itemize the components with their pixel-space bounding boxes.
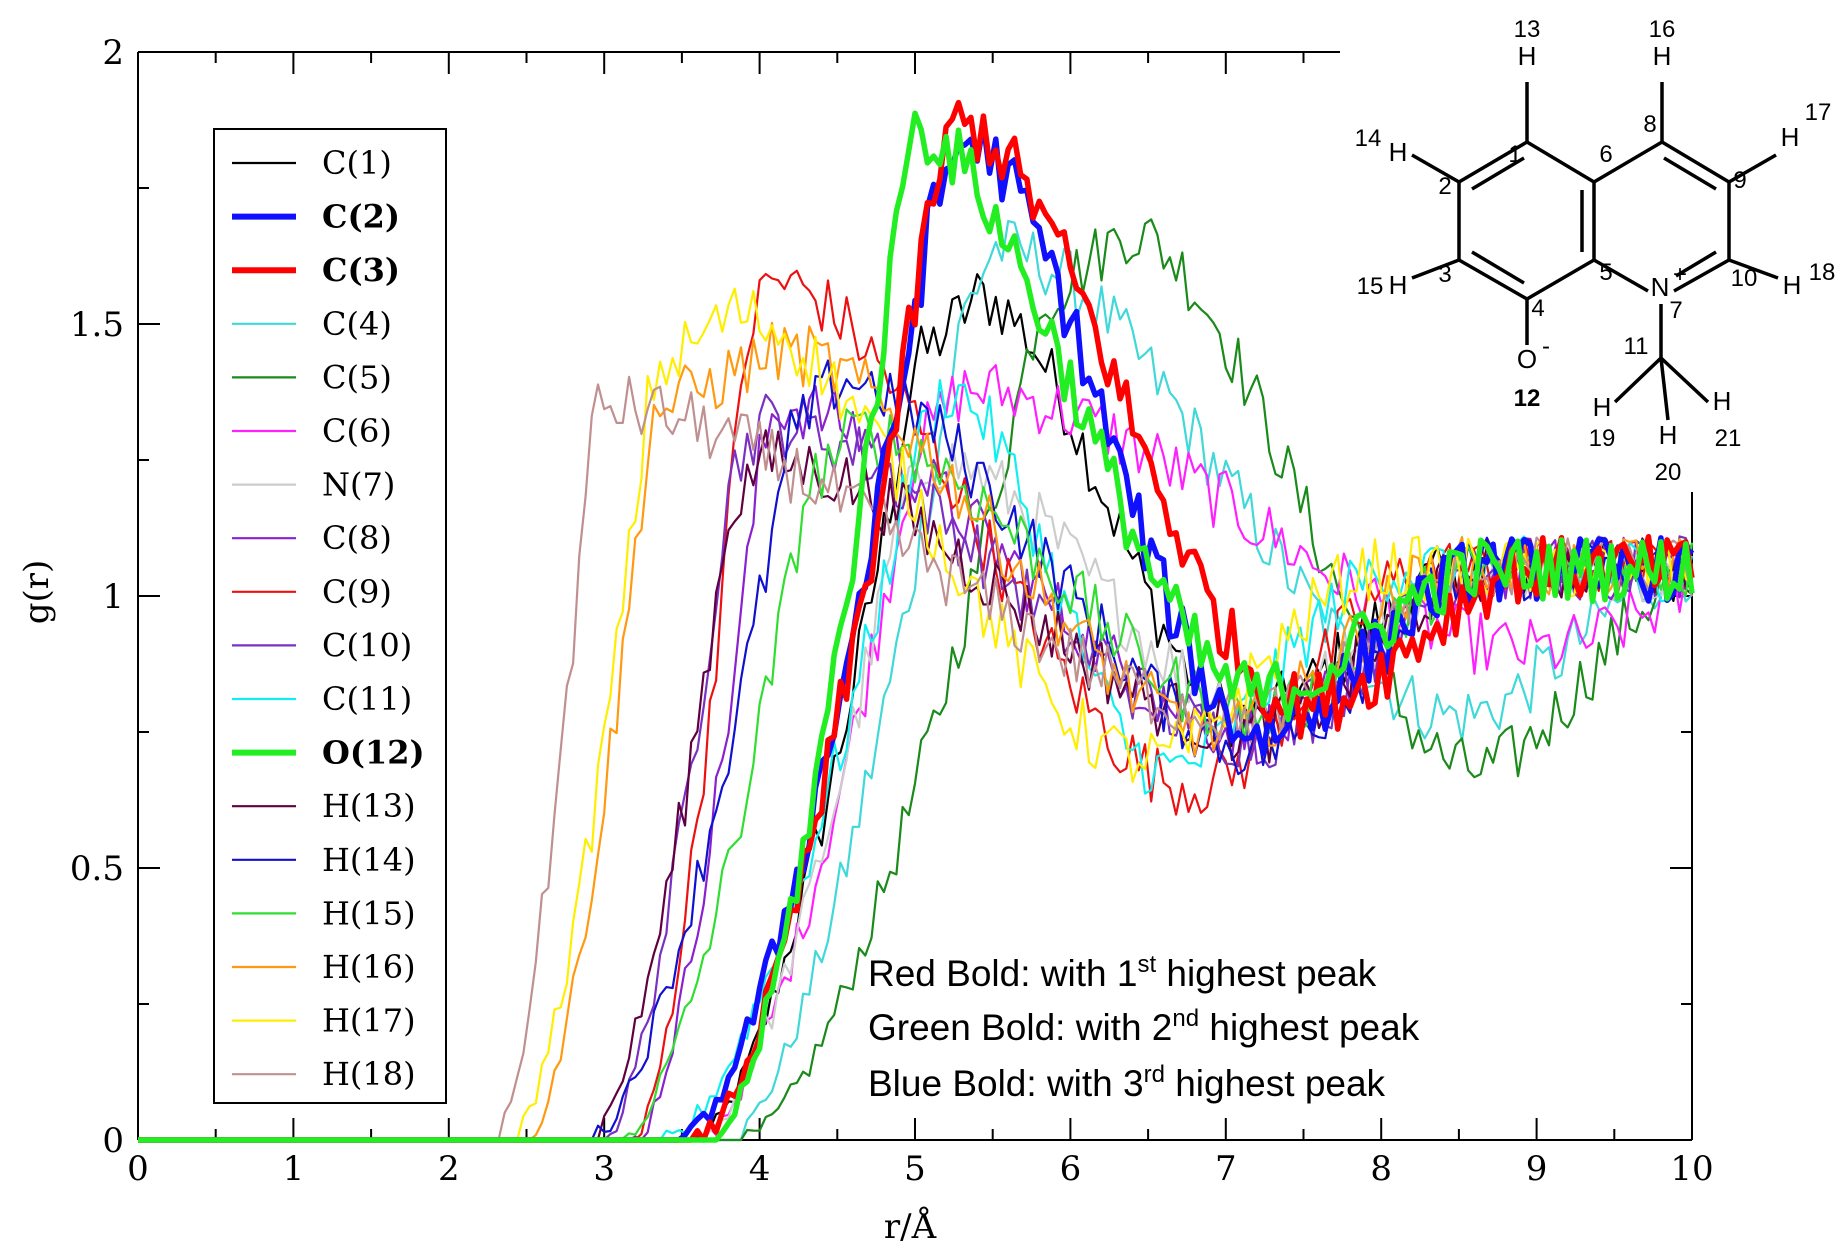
atom-h21: H bbox=[1713, 386, 1732, 416]
legend: C(1) C(2) C(3) C(4) C(5) C(6) N(7) C(8) C(9) C(10… bbox=[213, 128, 447, 1104]
atom-number-20: 20 bbox=[1655, 459, 1682, 486]
molecule-structure: H 13 H 16 H 14 H 17 H 15 H 18 1 2 3 4 5 … bbox=[1340, 0, 1842, 492]
atom-number-15: 15 bbox=[1357, 273, 1384, 300]
legend-label: H(13) bbox=[322, 787, 416, 825]
x-tick-label: 5 bbox=[904, 1149, 926, 1189]
nitrogen-charge: + bbox=[1673, 261, 1687, 288]
atom-number-8: 8 bbox=[1643, 111, 1656, 138]
atom-number-9: 9 bbox=[1733, 167, 1746, 194]
series-layer bbox=[138, 99, 1695, 1143]
legend-label: C(4) bbox=[322, 305, 392, 343]
atom-h13: H bbox=[1518, 41, 1537, 71]
atom-number-6: 6 bbox=[1599, 141, 1612, 168]
atom-number-3: 3 bbox=[1438, 261, 1451, 288]
legend-label: C(3) bbox=[322, 251, 400, 289]
atom-number-4: 4 bbox=[1531, 295, 1544, 322]
x-tick-label: 2 bbox=[438, 1149, 460, 1189]
atom-h17: H bbox=[1781, 122, 1800, 152]
legend-label: C(10) bbox=[322, 626, 412, 664]
y-tick-label: 1.5 bbox=[70, 305, 124, 345]
y-axis-title: g(r) bbox=[17, 560, 57, 625]
atom-number-7: 7 bbox=[1669, 297, 1682, 324]
atom-number-16: 16 bbox=[1649, 16, 1676, 43]
atom-number-11: 11 bbox=[1624, 333, 1649, 360]
x-tick-label: 3 bbox=[593, 1149, 615, 1189]
y-tick-label: 2 bbox=[102, 33, 124, 73]
atom-number-18: 18 bbox=[1809, 259, 1836, 286]
atom-h19: H bbox=[1593, 392, 1612, 422]
legend-label: N(7) bbox=[322, 466, 395, 504]
oxygen-charge: - bbox=[1542, 333, 1550, 360]
legend-label: C(8) bbox=[322, 519, 392, 557]
legend-label: H(18) bbox=[322, 1055, 416, 1093]
x-tick-label: 7 bbox=[1215, 1149, 1237, 1189]
x-tick-label: 10 bbox=[1670, 1149, 1713, 1189]
y-tick-label: 1 bbox=[102, 577, 124, 617]
legend-label: O(12) bbox=[322, 734, 425, 772]
atom-number-2: 2 bbox=[1438, 173, 1451, 200]
legend-label: C(6) bbox=[322, 412, 392, 450]
molecule-bonds bbox=[1411, 82, 1779, 421]
x-tick-label: 6 bbox=[1060, 1149, 1082, 1189]
annotation-note: Red Bold: with 1st highest peak Green Bo… bbox=[868, 951, 1420, 1104]
x-tick-label: 1 bbox=[283, 1149, 305, 1189]
y-tick-label: 0.5 bbox=[70, 849, 124, 889]
legend-label: C(2) bbox=[322, 198, 400, 236]
legend-label: H(17) bbox=[322, 1002, 416, 1040]
legend-label: H(16) bbox=[322, 948, 416, 986]
legend-label: C(1) bbox=[322, 144, 392, 182]
note-line-3: Blue Bold: with 3rd highest peak bbox=[868, 1061, 1386, 1104]
atom-number-13: 13 bbox=[1514, 16, 1541, 43]
atom-number-1: 1 bbox=[1508, 141, 1521, 168]
legend-label: C(11) bbox=[322, 680, 412, 718]
x-axis-title: r/Å bbox=[884, 1206, 937, 1245]
x-tick-label: 8 bbox=[1370, 1149, 1392, 1189]
atom-h14: H bbox=[1389, 137, 1408, 167]
legend-label: C(9) bbox=[322, 573, 392, 611]
atom-number-5: 5 bbox=[1599, 259, 1612, 286]
atom-h15: H bbox=[1389, 270, 1408, 300]
legend-label: H(15) bbox=[322, 894, 416, 932]
atom-h20: H bbox=[1659, 420, 1678, 450]
legend-box bbox=[213, 128, 447, 1104]
x-tick-label: 4 bbox=[749, 1149, 771, 1189]
atom-o12: O bbox=[1517, 344, 1537, 374]
legend-label: C(5) bbox=[322, 358, 392, 396]
legend-label: H(14) bbox=[322, 841, 416, 879]
x-tick-label: 0 bbox=[127, 1149, 149, 1189]
x-tick-label: 9 bbox=[1526, 1149, 1548, 1189]
note-line-2: Green Bold: with 2nd highest peak bbox=[868, 1005, 1420, 1048]
atom-n7: N bbox=[1651, 272, 1670, 302]
y-tick-label: 0 bbox=[102, 1121, 124, 1161]
atom-number-12: 12 bbox=[1514, 385, 1541, 412]
molecule-background bbox=[1340, 0, 1842, 492]
series-line-o12 bbox=[138, 110, 1695, 1143]
note-line-1: Red Bold: with 1st highest peak bbox=[868, 951, 1377, 994]
atom-number-10: 10 bbox=[1731, 265, 1758, 292]
atom-number-19: 19 bbox=[1589, 425, 1616, 452]
atom-h16: H bbox=[1653, 41, 1672, 71]
atom-number-21: 21 bbox=[1715, 425, 1742, 452]
atom-h18: H bbox=[1783, 270, 1802, 300]
atom-number-17: 17 bbox=[1805, 99, 1832, 126]
atom-number-14: 14 bbox=[1355, 125, 1382, 152]
